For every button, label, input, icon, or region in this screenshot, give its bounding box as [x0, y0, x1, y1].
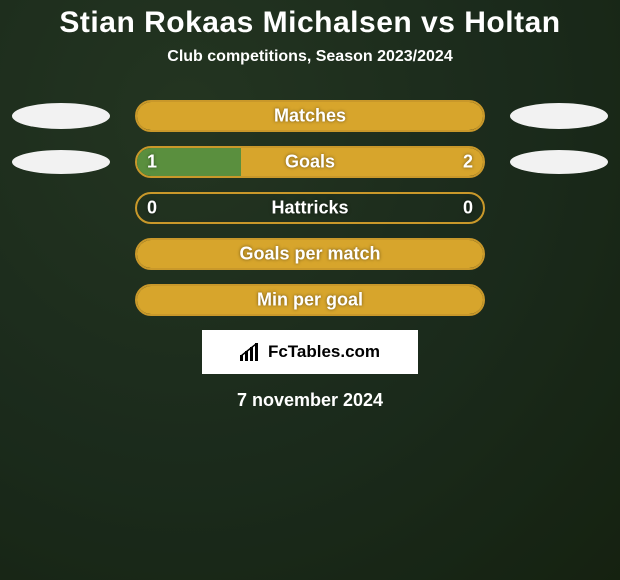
page-title: Stian Rokaas Michalsen vs Holtan	[0, 6, 620, 40]
stat-value-left: 0	[147, 198, 157, 219]
credit-inner: FcTables.com	[240, 342, 380, 362]
stat-row: Matches	[0, 100, 620, 132]
stat-label: Goals per match	[239, 244, 380, 265]
stat-row: Hattricks 0 0	[0, 192, 620, 224]
stat-bar: Goals per match	[135, 238, 485, 270]
stat-label: Hattricks	[271, 198, 348, 219]
date-text: 7 november 2024	[0, 390, 620, 411]
stat-value-left: 1	[147, 152, 157, 173]
stat-row: Min per goal	[0, 284, 620, 316]
player-right-oval	[510, 150, 608, 174]
stat-value-right: 0	[463, 198, 473, 219]
stat-label: Min per goal	[257, 290, 363, 311]
stat-label: Matches	[274, 106, 346, 127]
stat-label: Goals	[285, 152, 335, 173]
subtitle: Club competitions, Season 2023/2024	[0, 48, 620, 66]
stat-bar: Min per goal	[135, 284, 485, 316]
stat-row: Goals per match	[0, 238, 620, 270]
stats-container: Matches Goals 1 2 Hattricks 0 0 Goals per match…	[0, 100, 620, 316]
credit-box: FcTables.com	[202, 330, 418, 374]
stat-row: Goals 1 2	[0, 146, 620, 178]
stat-bar: Matches	[135, 100, 485, 132]
credit-text: FcTables.com	[268, 342, 380, 362]
bar-chart-icon	[240, 343, 262, 361]
player-left-oval	[12, 103, 110, 129]
bar-fill-right	[241, 148, 483, 176]
content-wrapper: Stian Rokaas Michalsen vs Holtan Club co…	[0, 0, 620, 411]
stat-value-right: 2	[463, 152, 473, 173]
stat-bar: Hattricks 0 0	[135, 192, 485, 224]
player-right-oval	[510, 103, 608, 129]
stat-bar: Goals 1 2	[135, 146, 485, 178]
player-left-oval	[12, 150, 110, 174]
